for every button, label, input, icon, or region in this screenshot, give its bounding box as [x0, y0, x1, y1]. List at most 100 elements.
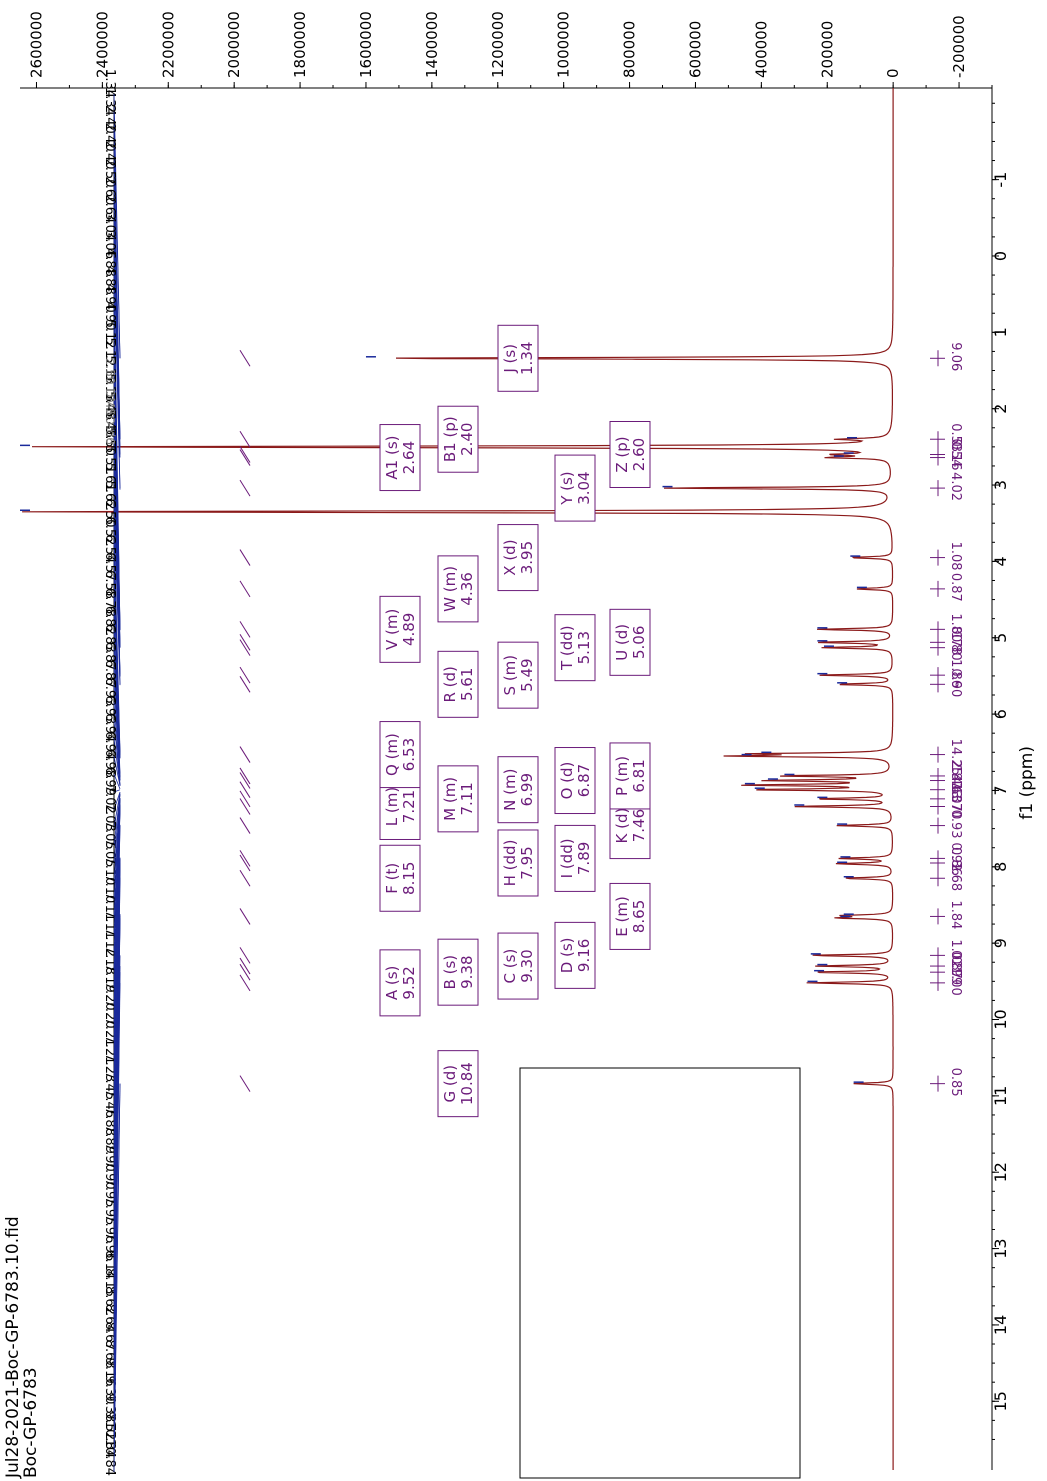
peak-list-label: 5.12 [102, 337, 117, 366]
peak-list-label: 2.64 [102, 194, 117, 223]
integral-curve [239, 767, 251, 785]
multiplet-box: A1 (s) 2.64 [379, 424, 421, 492]
multiplet-label: N (m) [501, 769, 519, 811]
multiplet-box: W (m) 4.36 [437, 555, 479, 623]
peak-list-label: 8.67 [102, 1322, 117, 1351]
multiplet-box: Y (s) 3.04 [554, 454, 596, 522]
integral-value: 0.99 [948, 956, 963, 985]
peak-list-label: 7.10 [102, 856, 117, 885]
ppm-tick-label: 13 [991, 1238, 1010, 1258]
multiplet-box-frame [497, 324, 539, 392]
peak-list-label: 5.12 [102, 320, 117, 349]
multiplet-shift: 9.16 [575, 939, 593, 972]
peak-list-label: 7.21 [102, 1018, 117, 1047]
multiplet-box-frame [437, 405, 479, 473]
peak-list-leader [113, 982, 121, 1437]
peak-list-leader [113, 825, 121, 1115]
multiplet-box-frame [609, 608, 651, 676]
intensity-tick-label: 2400000 [93, 11, 111, 78]
peak-list-label: 4.88 [102, 266, 117, 295]
multiplet-box: M (m) 7.11 [437, 765, 479, 833]
integral-value: 0.93 [948, 810, 963, 839]
integral-curve [239, 947, 251, 964]
multiplet-label: L (m) [383, 787, 401, 826]
multiplet-box-frame [437, 555, 479, 623]
multiplet-label: X (d) [501, 539, 519, 575]
peak-list-leader [113, 1083, 121, 1473]
multiplet-box-frame [609, 420, 651, 488]
ppm-tick-label: -1 [991, 172, 1010, 188]
integral-curve [239, 957, 251, 975]
multiplet-shift: 6.87 [575, 764, 593, 797]
integral-curve [239, 549, 251, 566]
peak-list-label: 2.60 [102, 176, 117, 205]
peak-list-label: 6.58 [102, 570, 117, 599]
peak-list-label: 6.50 [102, 499, 117, 528]
multiplet-box-frame [379, 844, 421, 912]
peak-list-label: 10.84 [102, 1439, 117, 1476]
intensity-tick-label: 200000 [818, 21, 836, 78]
ppm-tick-label: 8 [991, 862, 1010, 872]
peak-list-label: 6.83 [102, 624, 117, 653]
multiplet-box: Z (p) 2.60 [609, 420, 651, 488]
peak-list-label: 6.98 [102, 749, 117, 778]
integral-curve [239, 746, 251, 763]
intensity-tick-label: 0 [884, 68, 902, 78]
multiplet-shift: 8.65 [630, 900, 648, 933]
integral-curve [239, 869, 251, 887]
peak-list-label: 8.62 [102, 1286, 117, 1315]
integral-value: 1.44 [948, 765, 963, 794]
peak-list-leader [113, 794, 121, 864]
multiplet-box-frame [554, 614, 596, 682]
multiplet-box-frame [437, 765, 479, 833]
peak-list-label: 7.23 [102, 1053, 117, 1082]
multiplet-label: U (d) [613, 624, 631, 661]
integral-value: 0.54 [948, 438, 963, 467]
peak-list-label: 7.20 [102, 982, 117, 1011]
peak-list-label: 2.40 [102, 105, 117, 134]
multiplet-box: X (d) 3.95 [497, 524, 539, 592]
peak-list-label: 6.87 [102, 660, 117, 689]
integral-curve [239, 639, 251, 656]
peak-list-label: 7.46 [102, 1089, 117, 1118]
multiplet-shift: 7.21 [400, 790, 418, 823]
multiplet-label: Y (s) [558, 471, 576, 505]
ppm-axis-label: f1 (ppm) [1017, 746, 1037, 820]
multiplet-label: I (dd) [558, 838, 576, 878]
multiplet-box-frame [379, 424, 421, 492]
peak-list-label: 5.48 [102, 409, 117, 438]
ppm-tick-label: 2 [991, 404, 1010, 414]
peak-list-label: 7.95 [102, 1197, 117, 1226]
integral-value: 4.63 [948, 774, 963, 803]
intensity-tick-label: -200000 [950, 15, 968, 78]
peak-list-label: 6.99 [102, 767, 117, 796]
integral-value: 0.90 [948, 668, 963, 697]
peak-list-leader [113, 738, 121, 786]
integral-value: 0.53 [948, 423, 963, 452]
integral-curve [239, 446, 251, 463]
integral-curve [239, 430, 251, 448]
peak-list-label: 7.89 [102, 1125, 117, 1154]
inset-panel [519, 1067, 801, 1479]
multiplet-label: E (m) [613, 896, 631, 937]
peak-list-label: 7.02 [102, 785, 117, 814]
peak-list-label: 7.88 [102, 1107, 117, 1136]
peak-list-label: 6.94 [102, 731, 117, 760]
multiplet-box: C (s) 9.30 [497, 932, 539, 1000]
integral-curve [239, 580, 251, 598]
multiplet-shift: 1.34 [518, 342, 536, 375]
multiplet-box: Q (m) 6.53 [379, 721, 421, 789]
peak-list-label: 5.13 [102, 373, 117, 402]
multiplet-label: Z (p) [613, 436, 631, 472]
ppm-tick-label: 7 [991, 785, 1010, 795]
peak-list-label: 2.50 [102, 159, 117, 188]
multiplet-label: B (s) [441, 955, 459, 990]
ppm-tick-label: 12 [991, 1162, 1010, 1182]
intensity-tick-label: 2600000 [27, 11, 45, 78]
integral-curve [239, 817, 251, 834]
peak-list-leader [113, 505, 121, 686]
multiplet-shift: 6.81 [630, 759, 648, 792]
multiplet-box: S (m) 5.49 [497, 641, 539, 709]
multiplet-box: P (m) 6.81 [609, 742, 651, 810]
